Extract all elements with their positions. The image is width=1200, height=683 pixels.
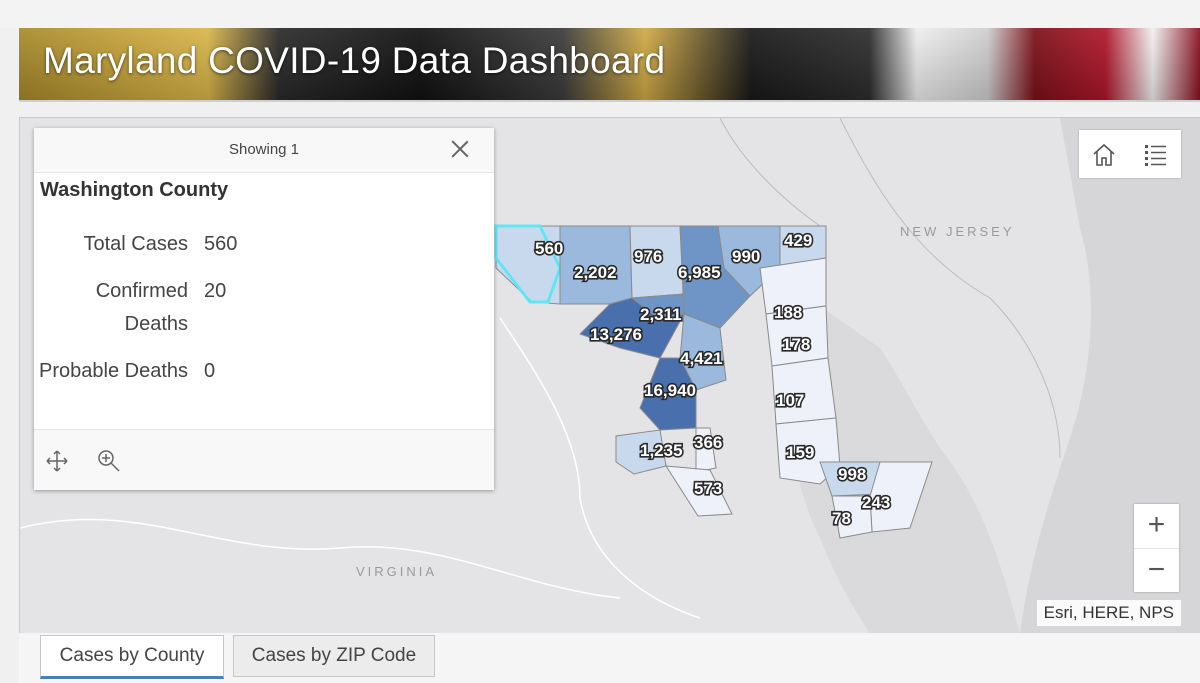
feature-popup: Showing 1 Washington County Total Cases …	[34, 128, 494, 490]
county-label: 78	[832, 509, 851, 528]
field-name: Total Cases	[83, 233, 189, 255]
county-label: 366	[694, 433, 722, 452]
county-label: 13,276	[590, 325, 642, 344]
tab-cases-by-county[interactable]: Cases by County	[40, 635, 224, 679]
field-value: 0	[204, 360, 216, 382]
river-line	[499, 317, 701, 619]
county-label: 188	[774, 303, 802, 322]
field-value: 20	[204, 280, 227, 302]
dashboard-title: Maryland COVID-19 Data Dashboard	[43, 40, 666, 81]
zoom-to-icon[interactable]	[96, 448, 122, 474]
county-worcester[interactable]	[869, 461, 933, 533]
move-icon[interactable]	[44, 448, 70, 474]
popup-field-row: Probable Deaths 0	[34, 355, 494, 388]
home-icon[interactable]	[1089, 140, 1119, 170]
popup-showing-count: Showing 1	[228, 141, 300, 158]
county-st-marys[interactable]	[665, 465, 733, 517]
county-label: 178	[782, 335, 810, 354]
zoom-control: + −	[1134, 504, 1179, 592]
county-washington-selected[interactable]	[494, 224, 562, 304]
map-attribution: Esri, HERE, NPS	[1036, 600, 1181, 626]
county-label: 4,421	[680, 349, 723, 368]
county-label: 998	[838, 465, 866, 484]
state-border-line	[839, 118, 1061, 459]
chesapeake-bay-water	[780, 278, 1020, 634]
county-label: 159	[786, 443, 814, 462]
region-label-virginia: VIRGINIA	[356, 564, 437, 579]
county-somerset[interactable]	[831, 495, 873, 539]
river-line	[20, 518, 621, 599]
county-label: 990	[732, 247, 760, 266]
popup-field-row: Confirmed Deaths 20	[34, 275, 494, 341]
tab-cases-by-zip-code[interactable]: Cases by ZIP Code	[233, 635, 435, 677]
county-label: 573	[694, 479, 722, 498]
close-icon[interactable]	[448, 137, 472, 161]
county-anne-arundel[interactable]	[679, 313, 727, 391]
county-label: 243	[862, 493, 890, 512]
county-label: 107	[776, 391, 804, 410]
field-name: Confirmed Deaths	[95, 280, 188, 335]
field-value: 560	[204, 233, 238, 255]
map-widget-toolbar	[1079, 130, 1181, 178]
county-label: 560	[535, 239, 563, 258]
legend-list-icon[interactable]	[1141, 140, 1171, 170]
county-calvert[interactable]	[695, 427, 717, 473]
dashboard-banner: Maryland COVID-19 Data Dashboard	[19, 28, 1200, 102]
county-label: 6,985	[678, 263, 721, 282]
popup-field-table: Total Cases 560 Confirmed Deaths 20 Prob…	[34, 228, 494, 402]
zoom-out-button[interactable]: −	[1134, 548, 1179, 593]
county-label: 429	[784, 231, 812, 250]
county-label: 2,202	[574, 263, 617, 282]
top-strip	[0, 0, 1200, 28]
state-border-line	[719, 118, 821, 227]
county-charles[interactable]	[615, 429, 667, 475]
tab-bar: Cases by County Cases by ZIP Code	[19, 633, 1200, 683]
map-view[interactable]: NEW JERSEY VIRGINIA 560 2,202 976 6,985 …	[19, 117, 1200, 635]
region-label-new-jersey: NEW JERSEY	[900, 224, 1015, 239]
field-name: Probable Deaths	[39, 360, 188, 382]
popup-header: Showing 1	[34, 128, 494, 173]
popup-footer	[34, 429, 494, 490]
zoom-in-button[interactable]: +	[1147, 508, 1166, 541]
popup-field-row: Total Cases 560	[34, 228, 494, 261]
county-label: 1,235	[640, 441, 683, 460]
county-label: 976	[634, 247, 662, 266]
popup-feature-title: Washington County	[40, 179, 229, 201]
county-label: 16,940	[644, 381, 696, 400]
county-label: 2,311	[640, 305, 682, 324]
